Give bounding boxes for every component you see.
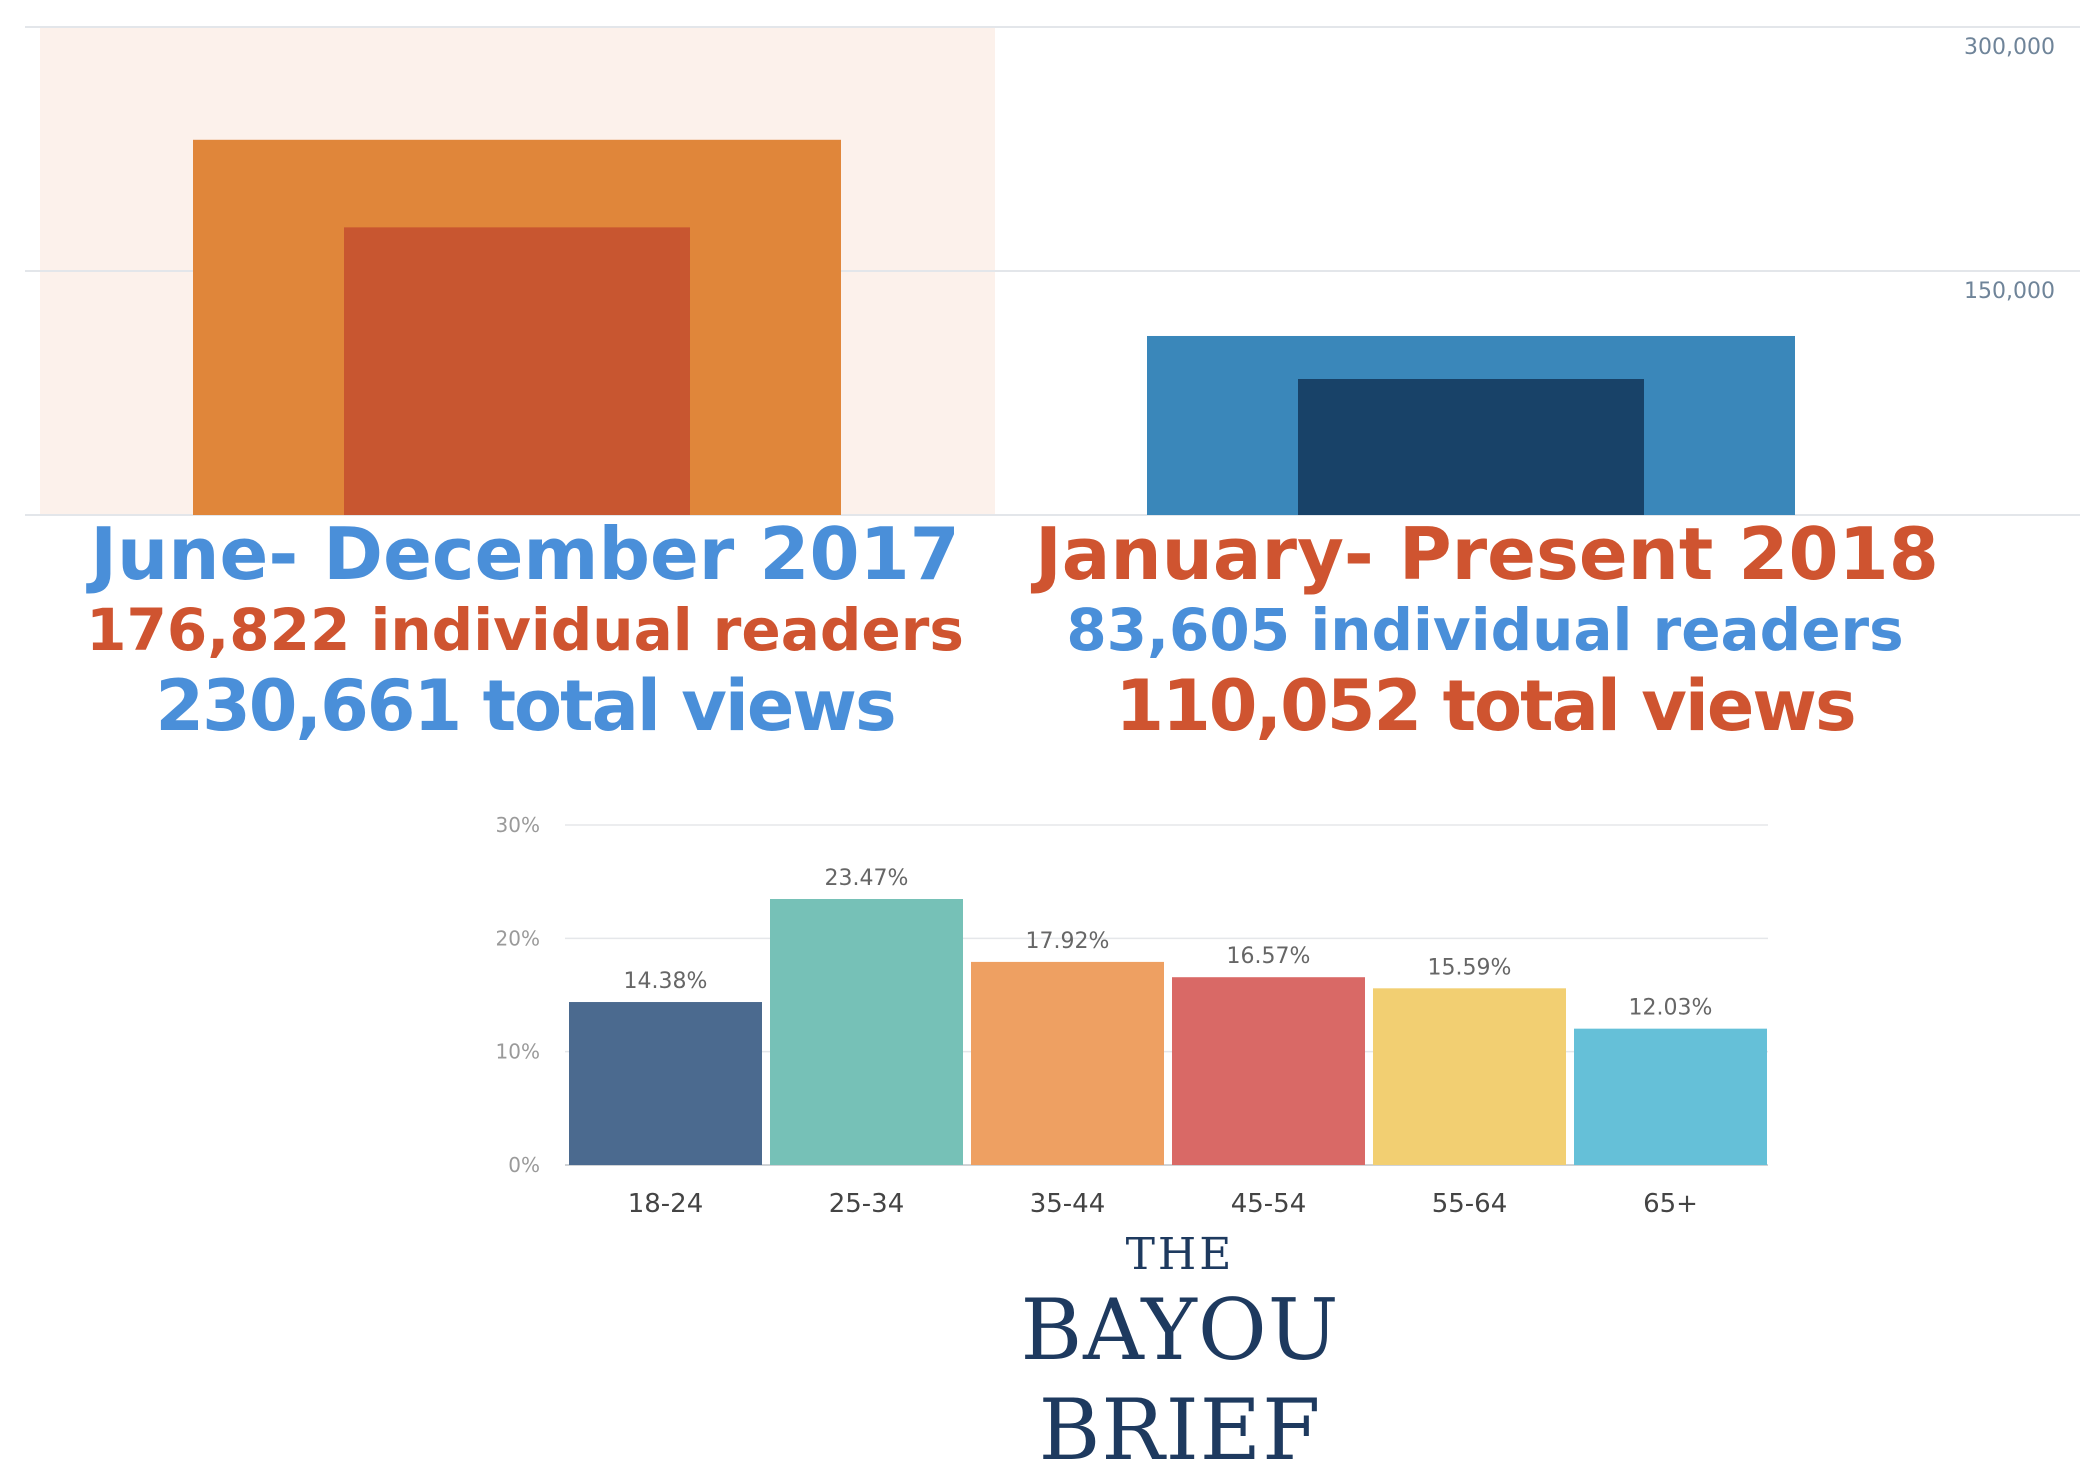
- age-bar-65+: [1574, 1028, 1767, 1165]
- period-2017-views: 230,661 total views: [155, 665, 896, 747]
- period-2017-summary: June- December 2017 176,822 individual r…: [75, 515, 975, 745]
- y-tick-label: 150,000: [1964, 279, 2055, 304]
- age-x-tick-label: 35-44: [1030, 1189, 1106, 1219]
- bar-individual-readers-1: [1298, 379, 1644, 515]
- age-bar-18-24: [569, 1002, 762, 1165]
- age-y-tick-label: 10%: [496, 1040, 540, 1064]
- brand-logo: THE BAYOU BRIEF: [880, 1230, 1480, 1480]
- period-2018-views: 110,052 total views: [1115, 665, 1856, 747]
- period-2018-title: January- Present 2018: [1035, 512, 1939, 596]
- period-2017-title: June- December 2017: [90, 512, 960, 596]
- age-bar-35-44: [971, 961, 1164, 1165]
- age-bar-value-label: 23.47%: [825, 866, 909, 891]
- age-x-tick-label: 55-64: [1432, 1189, 1508, 1219]
- age-bar-value-label: 14.38%: [624, 969, 708, 994]
- age-bar-value-label: 16.57%: [1227, 944, 1311, 969]
- age-bar-55-64: [1373, 988, 1566, 1165]
- age-bar-value-label: 15.59%: [1428, 955, 1512, 980]
- age-x-tick-label: 45-54: [1231, 1189, 1307, 1219]
- age-y-tick-label: 0%: [508, 1153, 540, 1177]
- age-bar-value-label: 12.03%: [1629, 996, 1713, 1021]
- brand-the: THE: [1125, 1229, 1235, 1280]
- age-y-tick-label: 20%: [496, 926, 540, 950]
- age-x-tick-label: 65+: [1643, 1189, 1698, 1219]
- age-y-tick-label: 30%: [496, 813, 540, 837]
- age-x-tick-label: 25-34: [829, 1189, 905, 1219]
- period-2017-readers: 176,822 individual readers: [86, 596, 964, 664]
- age-bar-value-label: 17.92%: [1026, 929, 1110, 954]
- age-bar-25-34: [770, 899, 963, 1165]
- age-bar-45-54: [1172, 977, 1365, 1165]
- y-tick-label: 300,000: [1964, 35, 2055, 60]
- brand-name: BAYOU BRIEF: [1020, 1281, 1340, 1479]
- period-2018-readers: 83,605 individual readers: [1066, 596, 1904, 664]
- bar-individual-readers-0: [344, 227, 690, 515]
- views-readers-chart: 150,000 300,000: [25, 26, 2080, 516]
- age-x-tick-label: 18-24: [628, 1189, 704, 1219]
- period-2018-summary: January- Present 2018 83,605 individual …: [1035, 512, 1939, 747]
